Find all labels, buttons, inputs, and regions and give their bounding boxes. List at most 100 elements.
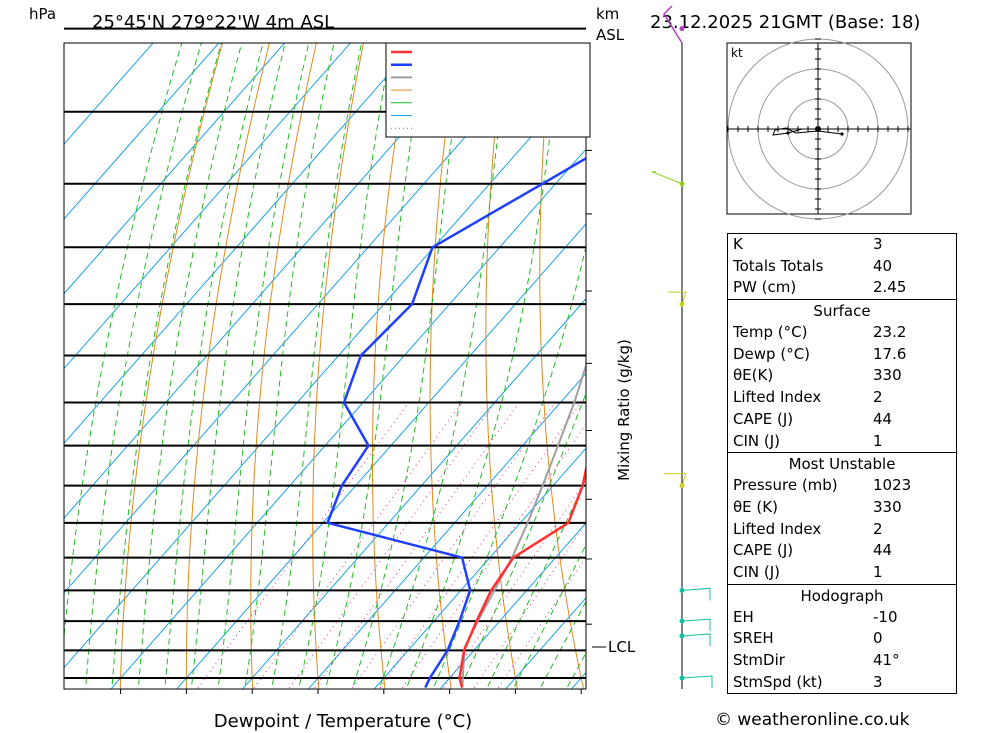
table-row: EH -10 [728,607,956,629]
dry-adiabat-line [119,43,223,689]
wet-adiabat-line [137,43,243,689]
isotherm-line [110,148,586,689]
wet-adiabat-line [324,43,427,689]
isotherm-line [176,223,586,689]
hodograph: kt [726,38,912,220]
table-key: Lifted Index [733,519,822,538]
x-axis-label: Dewpoint / Temperature (°C) [214,711,472,732]
table-key: Pressure (mb) [733,476,838,495]
wind-barb-flag [664,473,687,486]
legend [385,42,591,138]
isotherm-line [64,43,154,145]
table-row: Lifted Index 2 [728,519,956,541]
table-key: StmSpd (kt) [733,672,823,691]
mixing-ratio-line [252,402,463,689]
table-key: K [733,235,743,253]
table-key: Lifted Index [733,388,822,407]
temperature-ticks [120,689,582,694]
table-row: PW (cm) 2.45 [728,277,956,299]
table-row: θE(K) 330 [728,365,956,387]
table-value: 41° [873,651,900,669]
background-lines [64,20,1000,705]
km-unit-label: km [596,5,619,23]
wet-adiabat-line [84,43,202,689]
pressure-unit-label: hPa [29,5,56,23]
most-unstable-rows: Pressure (mb) 1023 θE (K) 330 Lifted Index 2 C… [728,475,956,583]
mixing-ratio-line [196,402,410,689]
asl-unit-label: ASL [596,26,625,44]
table-row: StmSpd (kt) 3 [728,672,956,694]
isotherm-line [64,43,352,370]
hodograph-trace [772,127,843,136]
dry-adiabat-line [972,20,1000,705]
table-value: 3 [873,672,883,691]
table-value: 44 [873,409,893,428]
surface-heading: Surface [728,299,956,322]
indices-table: K 3 Totals Totals 40 PW (cm) 2.45 Surface Tem… [727,233,957,695]
watermark: © weatheronline.co.uk [715,710,910,730]
table-row: CIN (J) 1 [728,562,956,584]
wet-adiabat-line [190,43,286,689]
wind-barbs [651,5,713,689]
isotherm-line [64,43,286,295]
wet-adiabat-line [297,43,393,689]
parcel-trajectory-line [461,362,586,688]
hodograph-heading: Hodograph [728,583,956,607]
isotherm-line [307,372,586,689]
wet-adiabat-line [351,43,466,689]
hodograph-origin-dot [815,126,821,132]
isobars [64,27,586,679]
table-key: Totals Totals [733,256,824,275]
table-key: CAPE (J) [733,409,794,428]
table-value: 2.45 [873,278,907,297]
wet-adiabat-line [164,43,264,689]
mixing-ratio-axis-label: Mixing Ratio (g/kg) [615,339,633,481]
dry-adiabat-line [539,43,585,689]
table-row: θE (K) 330 [728,497,956,519]
dry-adiabat-line [372,43,411,689]
isotherm-line [64,43,220,220]
table-key: StmDir [733,651,785,669]
table-key: Dewp (°C) [733,344,811,363]
mixing-ratio-line [400,423,586,689]
table-value: -10 [873,607,898,626]
dry-adiabat-line [312,43,364,689]
mixing-ratio-line [287,402,496,689]
dry-adiabat-line [485,43,518,689]
isotherm-line [373,447,586,689]
wet-adiabat-line [217,43,310,689]
surface-rows: Temp (°C) 23.2 Dewp (°C) 17.6 θE(K) 330 Lifted… [728,322,956,452]
table-key: Temp (°C) [733,323,808,342]
wind-barb-flag [651,171,683,185]
wind-barb-flag [668,291,687,305]
wind-barb-flag [681,633,711,646]
hodograph-rows: EH -10 SREH 0 StmDir 41° StmSpd (kt) 3 [728,607,956,694]
lcl-label: LCL [608,638,636,656]
legend-box [385,42,591,138]
wet-adiabat-line [271,43,363,689]
table-value: 44 [873,541,893,560]
table-key: CIN (J) [733,562,781,581]
location-title: 25°45'N 279°22'W 4m ASL [92,12,334,33]
table-row: CIN (J) 1 [728,431,956,453]
table-value: 23.2 [873,323,907,342]
table-key: θE (K) [733,497,778,516]
table-row: Temp (°C) 23.2 [728,322,956,344]
isotherm-line [439,522,586,689]
wet-adiabat-line [432,244,586,689]
wet-adiabat-line [485,477,586,689]
table-key: θE(K) [733,366,774,385]
table-row: Dewp (°C) 17.6 [728,344,956,366]
wet-adiabat-line [111,43,222,689]
table-value: 17.6 [873,344,907,363]
datetime-title: 23.12.2025 21GMT (Base: 18) [650,12,920,33]
isotherm-line [64,43,417,444]
temperature-line [458,463,586,688]
dry-adiabat-line [250,43,317,689]
hodograph-unit: kt [731,46,743,60]
table-value: 2 [873,519,883,538]
dry-adiabat-line [185,43,270,689]
wet-adiabat-line [244,43,335,689]
